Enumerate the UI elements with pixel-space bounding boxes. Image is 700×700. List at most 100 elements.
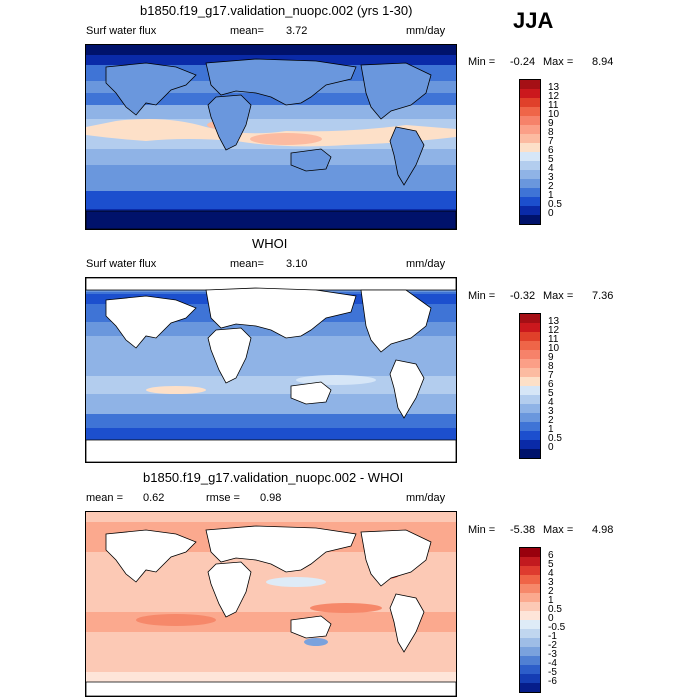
colorbar-swatch (520, 359, 540, 368)
colorbar-swatch (520, 98, 540, 107)
panel2-title: WHOI (252, 236, 288, 251)
colorbar-swatch (520, 629, 540, 638)
panel2-colorbar-swatches (520, 314, 540, 458)
panel2-units: mm/day (406, 258, 446, 270)
panel1-units: mm/day (406, 25, 446, 37)
colorbar-swatch (520, 89, 540, 98)
colorbar-swatch (520, 611, 540, 620)
panel2-map-canvas (86, 278, 456, 462)
panel1-mean-value: 3.72 (286, 25, 308, 37)
colorbar-tick-label: 4 (548, 397, 554, 408)
panel3-min-value: -5.38 (510, 524, 536, 536)
colorbar-swatch (520, 314, 540, 323)
colorbar-tick-label: 8 (548, 361, 554, 372)
colorbar-swatch (520, 620, 540, 629)
colorbar-swatch (520, 80, 540, 89)
colorbar-tick-label: 10 (548, 343, 560, 354)
colorbar-swatch (520, 575, 540, 584)
colorbar-tick-label: 7 (548, 136, 554, 147)
panel1-max-value: 8.94 (592, 56, 614, 68)
colorbar-tick-label: -5 (548, 667, 557, 678)
colorbar-swatch (520, 584, 540, 593)
panel1-mean-label: mean= (230, 25, 264, 37)
colorbar-tick-label: 2 (548, 586, 554, 597)
colorbar-tick-label: 12 (548, 91, 560, 102)
colorbar-swatch (520, 368, 540, 377)
colorbar-swatch (520, 215, 540, 224)
panel3-map-canvas (86, 512, 456, 696)
colorbar-swatch (520, 350, 540, 359)
colorbar-swatch (520, 449, 540, 458)
colorbar-swatch (520, 593, 540, 602)
colorbar-swatch (520, 656, 540, 665)
colorbar-tick-label: 12 (548, 325, 560, 336)
panel3-rmse-value: 0.98 (260, 492, 282, 504)
panel1-title: b1850.f19_g17.validation_nuopc.002 (yrs … (140, 3, 413, 18)
colorbar-swatch (520, 116, 540, 125)
panel3-max-label: Max = (543, 524, 574, 536)
panel2-min-value: -0.32 (510, 290, 536, 302)
colorbar-tick-label: 2 (548, 415, 554, 426)
colorbar-tick-label: -2 (548, 640, 557, 651)
colorbar-tick-label: 3 (548, 172, 554, 183)
colorbar-swatch (520, 179, 540, 188)
colorbar-swatch (520, 557, 540, 566)
colorbar-tick-label: 1 (548, 424, 554, 435)
panel3-max-value: 4.98 (592, 524, 614, 536)
colorbar-swatch (520, 647, 540, 656)
panel3-units: mm/day (406, 492, 446, 504)
colorbar-tick-label: -4 (548, 658, 557, 669)
panel1-map (85, 44, 457, 230)
colorbar-tick-label: 0 (548, 613, 554, 624)
season-label: JJA (513, 8, 554, 33)
colorbar-tick-label: 6 (548, 379, 554, 390)
panel1-min-value: -0.24 (510, 56, 536, 68)
panel1-colorbar-swatches (520, 80, 540, 224)
colorbar-tick-label: 9 (548, 352, 554, 363)
colorbar-tick-label: 5 (548, 154, 554, 165)
colorbar-swatch (520, 674, 540, 683)
panel2-mean-label: mean= (230, 258, 264, 270)
colorbar-swatch (520, 134, 540, 143)
panel1-colorbar (519, 79, 541, 225)
colorbar-swatch (520, 386, 540, 395)
colorbar-swatch (520, 143, 540, 152)
colorbar-swatch (520, 548, 540, 557)
colorbar-tick-label: 1 (548, 190, 554, 201)
colorbar-swatch (520, 107, 540, 116)
colorbar-swatch (520, 332, 540, 341)
panel1-max-label: Max = (543, 56, 574, 68)
colorbar-swatch (520, 188, 540, 197)
colorbar-swatch (520, 125, 540, 134)
panel3-map (85, 511, 457, 697)
panel3-min-label: Min = (468, 524, 496, 536)
panel3-colorbar-swatches (520, 548, 540, 692)
colorbar-tick-label: 10 (548, 109, 560, 120)
colorbar-swatch (520, 431, 540, 440)
colorbar-tick-label: -1 (548, 631, 557, 642)
colorbar-tick-label: -0.5 (548, 622, 566, 633)
colorbar-swatch (520, 665, 540, 674)
colorbar-swatch (520, 323, 540, 332)
colorbar-swatch (520, 152, 540, 161)
colorbar-swatch (520, 206, 540, 215)
colorbar-tick-label: 6 (548, 550, 554, 561)
panel2-colorbar (519, 313, 541, 459)
colorbar-swatch (520, 413, 540, 422)
colorbar-tick-label: 6 (548, 145, 554, 156)
colorbar-tick-label: 0.5 (548, 604, 562, 615)
colorbar-swatch (520, 404, 540, 413)
colorbar-swatch (520, 638, 540, 647)
colorbar-tick-label: 13 (548, 82, 560, 93)
colorbar-tick-label: 2 (548, 181, 554, 192)
panel2-map (85, 277, 457, 463)
colorbar-tick-label: 8 (548, 127, 554, 138)
colorbar-tick-label: 1 (548, 595, 554, 606)
panel2-max-label: Max = (543, 290, 574, 302)
panel3-colorbar (519, 547, 541, 693)
colorbar-swatch (520, 422, 540, 431)
colorbar-tick-label: 11 (548, 334, 559, 345)
colorbar-tick-label: 0 (548, 442, 554, 453)
colorbar-tick-label: 4 (548, 163, 554, 174)
colorbar-tick-label: 5 (548, 388, 554, 399)
